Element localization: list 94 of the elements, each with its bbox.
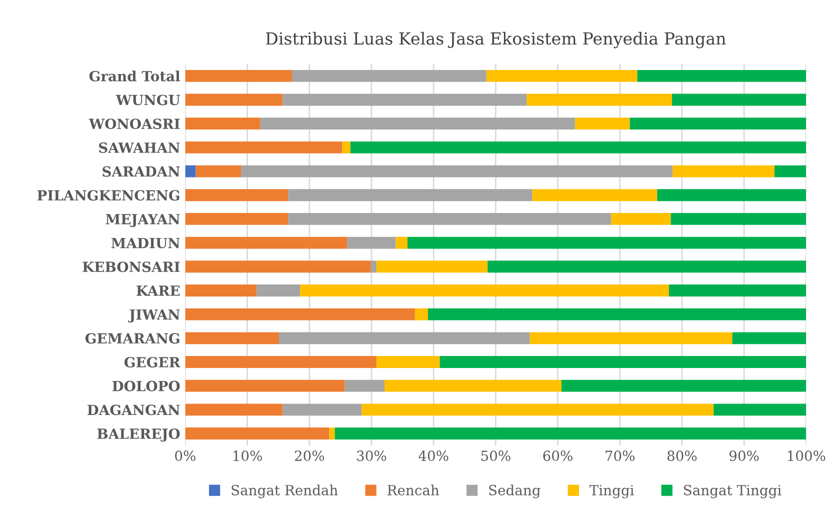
bar	[486, 70, 638, 82]
bar	[672, 165, 774, 178]
y-tick-label: DOLOPO	[112, 380, 180, 392]
bar	[288, 213, 612, 225]
bar	[185, 165, 196, 178]
y-tick-label: SAWAHAN	[99, 142, 180, 153]
bar	[185, 141, 342, 154]
y-tick-label: GEMARANG	[85, 333, 180, 344]
y-tick-label: KARE	[136, 286, 180, 296]
legend-label: Rencah	[388, 484, 440, 496]
bar	[185, 284, 257, 296]
bar	[185, 332, 279, 344]
bar	[668, 284, 806, 296]
x-tick-label: 30%	[357, 450, 386, 462]
bar	[292, 70, 486, 82]
y-tick-label: MEJAYAN	[106, 214, 180, 228]
bar	[260, 118, 576, 130]
legend-label: Tinggi	[590, 484, 634, 498]
y-tick-label: JIWAN	[128, 309, 180, 322]
chart-title: Distribusi Luas Kelas Jasa Ekosistem Penyedia Pangan	[266, 32, 726, 48]
bar	[282, 94, 527, 106]
bar	[300, 284, 669, 296]
bar	[329, 428, 335, 440]
bar	[488, 260, 806, 273]
y-tick-label: WONOASRI	[88, 118, 180, 130]
bar	[532, 189, 658, 202]
bar	[350, 141, 806, 154]
y-tick-label: Grand Total	[89, 70, 180, 82]
legend-label: Sangat Rendah	[232, 484, 338, 498]
bar	[384, 380, 562, 392]
bar	[440, 356, 806, 368]
bar	[185, 189, 288, 202]
bar	[241, 165, 673, 178]
y-tick-label: KEBONSARI	[82, 262, 180, 272]
bar	[288, 189, 532, 202]
y-tick-label: WUNGU	[116, 94, 180, 106]
x-tick-label: 20%	[294, 450, 324, 462]
bar	[732, 332, 806, 344]
bar	[185, 260, 371, 273]
bar	[672, 94, 806, 106]
x-tick-label: 50%	[481, 450, 510, 462]
legend-label: Sangat Tinggi	[684, 484, 782, 498]
bar	[376, 356, 440, 368]
y-tick-label: BALEREJO	[97, 428, 180, 442]
bar	[530, 332, 732, 344]
bar	[575, 118, 630, 130]
bar	[185, 356, 376, 368]
bar	[185, 118, 260, 130]
y-tick-label: SARADAN	[102, 166, 180, 177]
bar	[185, 428, 330, 440]
bar	[347, 236, 396, 249]
bar	[282, 404, 362, 416]
bar	[344, 380, 385, 392]
bar	[396, 236, 408, 249]
bar	[376, 260, 488, 273]
bar	[185, 236, 348, 249]
bar	[714, 404, 806, 416]
bar	[185, 94, 283, 106]
bar	[185, 70, 292, 82]
bar	[185, 380, 345, 392]
x-tick-label: 10%	[234, 450, 262, 462]
bar	[408, 236, 806, 249]
bar	[630, 118, 806, 130]
bar	[342, 141, 350, 154]
bar	[185, 308, 415, 320]
x-tick-label: 40%	[418, 450, 448, 462]
bar	[657, 189, 806, 202]
bar	[414, 308, 428, 320]
bar	[278, 332, 530, 344]
y-tick-label: PILANGKENCENG	[37, 190, 180, 201]
bar	[370, 260, 376, 273]
x-tick-label: 70%	[606, 450, 635, 462]
y-tick-label: DAGANGAN	[88, 404, 180, 416]
bar	[185, 213, 288, 225]
bar	[362, 404, 714, 416]
bar	[774, 165, 806, 178]
y-tick-label: MADIUN	[111, 238, 180, 248]
bar	[637, 70, 806, 82]
x-tick-label: 0%	[175, 450, 196, 462]
y-tick-label: GEGER	[124, 356, 180, 368]
bar	[526, 94, 672, 106]
x-tick-label: 100%	[788, 450, 826, 462]
bar	[562, 380, 806, 392]
bar	[196, 165, 242, 178]
bar	[428, 308, 806, 320]
x-tick-label: 60%	[543, 450, 572, 462]
legend-label: Sedang	[489, 484, 540, 498]
bar	[334, 428, 806, 440]
bar	[256, 284, 300, 296]
x-tick-label: 90%	[730, 450, 759, 462]
x-tick-label: 80%	[667, 450, 697, 462]
bar	[185, 404, 283, 416]
bar	[611, 213, 671, 225]
bar	[670, 213, 806, 225]
